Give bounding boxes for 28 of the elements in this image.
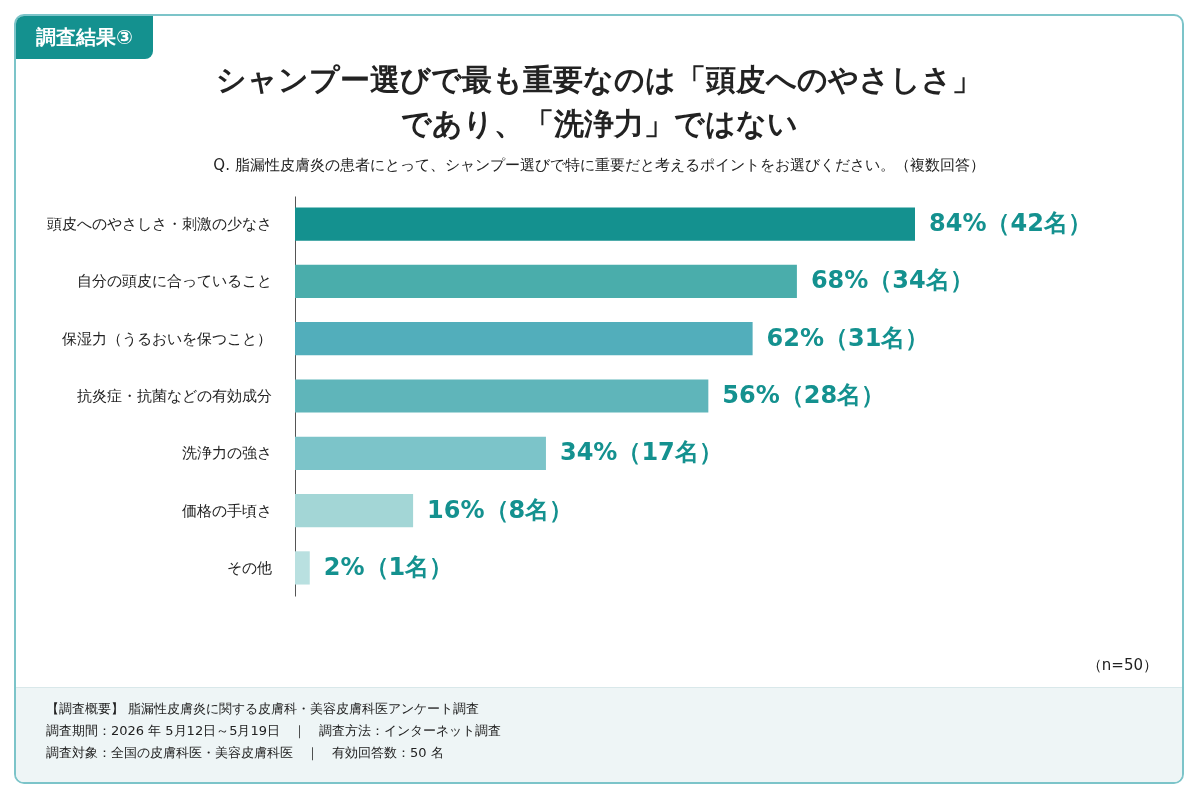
y-tick-label: 自分の頭皮に合っていること: [76, 272, 272, 291]
data-label: 62%（31名）: [766, 323, 930, 352]
text: （n=50）: [1086, 656, 1158, 675]
chart-title: シャンプー選びで最も重要なのは「頭皮へのやさしさ」であり、「洗浄力」ではない: [215, 61, 983, 143]
text: 調査対象：全国の皮膚科医・美容皮膚科医 ｜ 有効回答数：50 名: [46, 744, 445, 763]
text: 調査期間：2026 年 5月12日～5月19日 ｜ 調査方法：インターネット調査: [46, 722, 502, 741]
y-tick-label: 洗浄力の強さ: [181, 444, 272, 463]
data-label: 16%（8名）: [427, 495, 574, 524]
y-tick-label: 保湿力（うるおいを保つこと）: [61, 329, 272, 348]
data-label: 84%（42名）: [929, 209, 1092, 238]
bar: [295, 207, 915, 241]
y-tick-label: その他: [226, 558, 272, 577]
data-label: 34%（17名）: [559, 438, 723, 467]
data-label: 56%（28名）: [722, 381, 886, 409]
data-label: 68%（34名）: [810, 266, 974, 295]
y-tick-label: 頭皮へのやさしさ・刺激の少なさ: [46, 215, 272, 234]
bar: [295, 379, 709, 413]
bar: [295, 322, 753, 356]
chart-subtitle: Q. 脂漏性皮膚炎の患者にとって、シャンプー選びで特に重要だと考えるポイントをお選びください。（複数回答）: [212, 156, 986, 175]
y-tick-label: 価格の手頃さ: [181, 501, 272, 520]
data-label: 2%（1名）: [323, 552, 454, 581]
bar: [295, 436, 546, 470]
y-tick-label: 抗炎症・抗菌などの有効成分: [76, 387, 272, 405]
text: 【調査概要】 脂漏性皮膚炎に関する皮膚科・美容皮膚科医アンケート調査: [46, 700, 481, 718]
text: 調査結果③: [16, 16, 153, 59]
bar: [295, 551, 310, 585]
bar: [295, 264, 797, 299]
bar: [295, 493, 414, 528]
